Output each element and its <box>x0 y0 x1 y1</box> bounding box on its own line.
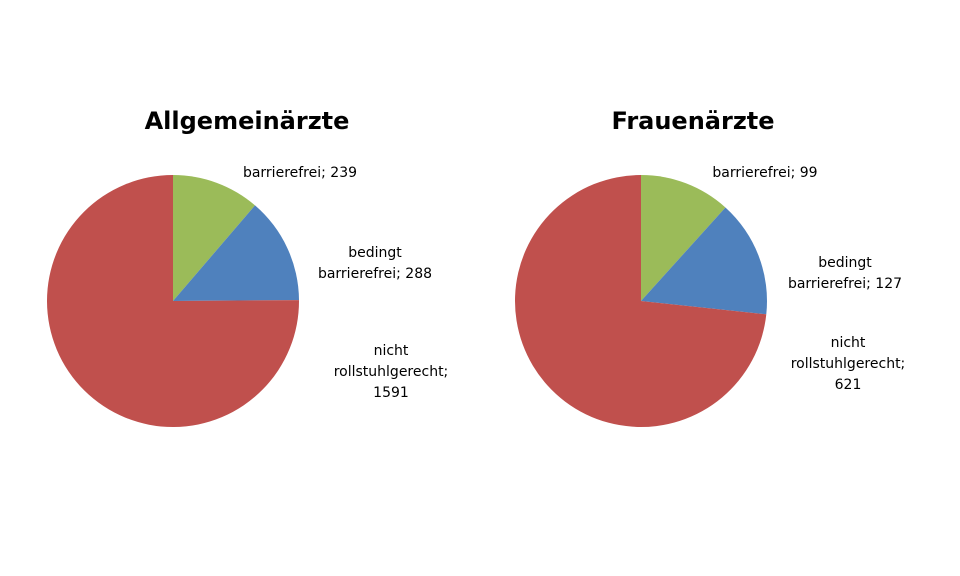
pie-slice <box>641 207 768 315</box>
data-label: barrierefrei; 99 <box>712 165 817 181</box>
data-label: bedingt barrierefrei; 288 <box>318 245 432 282</box>
chart-title: Frauenärzte <box>611 107 774 135</box>
data-label: nicht rollstuhlgerecht; 621 <box>791 335 906 393</box>
pie-slice <box>515 175 767 428</box>
data-label: nicht rollstuhlgerecht; 1591 <box>334 343 449 401</box>
pie-slice <box>173 175 256 301</box>
pie-slice <box>47 175 299 428</box>
chart-title: Allgemeinärzte <box>145 107 350 135</box>
data-label: barrierefrei; 239 <box>243 165 357 181</box>
pie-slice <box>641 175 726 301</box>
data-label: bedingt barrierefrei; 127 <box>788 255 902 292</box>
pie-slice <box>173 205 299 301</box>
